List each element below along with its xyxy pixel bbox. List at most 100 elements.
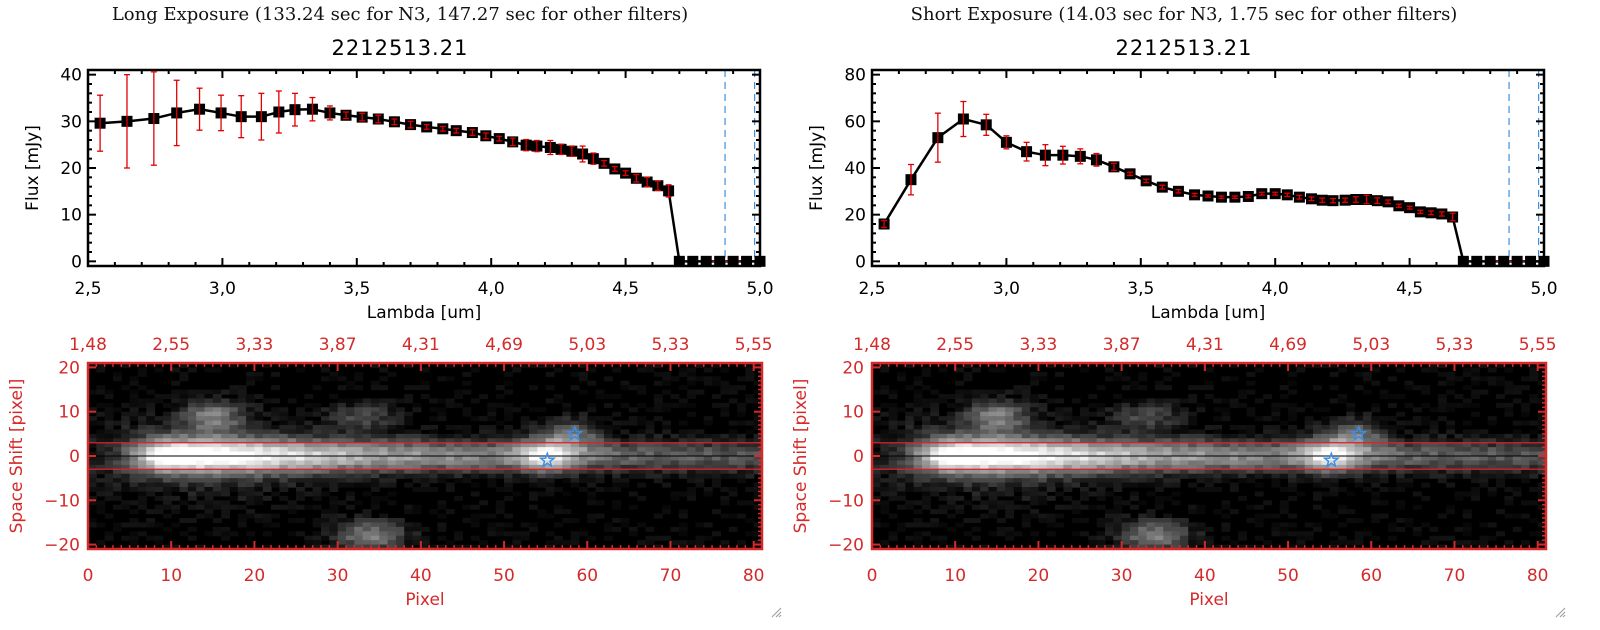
image-pixel — [1071, 469, 1081, 475]
image-pixel — [312, 438, 322, 444]
image-pixel — [938, 478, 948, 484]
image-pixel — [996, 456, 1006, 462]
image-pixel — [988, 460, 998, 466]
image-pixel — [1179, 531, 1189, 537]
image-pixel — [312, 478, 322, 484]
image-pixel — [129, 411, 139, 417]
image-pixel — [454, 495, 464, 501]
image-pixel — [1496, 464, 1505, 470]
image-pixel — [637, 385, 647, 391]
image-pixel — [1537, 433, 1547, 439]
image-pixel — [279, 504, 289, 510]
image-pixel — [462, 389, 472, 395]
image-pixel — [304, 402, 314, 408]
image-pixel — [1537, 438, 1547, 444]
image-pixel — [212, 478, 222, 484]
image-pixel — [104, 535, 114, 541]
image-pixel — [1471, 495, 1481, 501]
image-pixel — [930, 389, 940, 395]
image-pixel — [687, 380, 697, 386]
image-pixel — [1462, 513, 1472, 519]
image-pixel — [880, 487, 890, 493]
image-pixel — [1271, 526, 1281, 532]
image-pixel — [1479, 473, 1489, 479]
image-pixel — [670, 376, 680, 382]
image-pixel — [1371, 482, 1381, 488]
image-pixel — [1138, 407, 1148, 413]
image-pixel — [279, 447, 289, 453]
image-pixel — [578, 531, 588, 537]
image-pixel — [612, 442, 622, 448]
image-pixel — [1512, 473, 1522, 479]
image-pixel — [320, 482, 330, 488]
image-pixel — [154, 398, 164, 404]
image-pixel — [137, 385, 147, 391]
image-pixel — [404, 442, 414, 448]
image-pixel — [246, 456, 256, 462]
image-pixel — [1279, 429, 1289, 435]
image-pixel — [913, 389, 923, 395]
image-pixel — [996, 433, 1006, 439]
image-pixel — [254, 464, 264, 470]
image-pixel — [587, 380, 597, 386]
image-pixel — [545, 464, 555, 470]
image-pixel — [728, 433, 738, 439]
image-pixel — [1138, 438, 1148, 444]
image-pixel — [1537, 540, 1547, 546]
image-pixel — [587, 367, 597, 373]
image-pixel — [1371, 429, 1381, 435]
image-pixel — [1046, 531, 1056, 537]
image-pixel — [529, 429, 538, 435]
image-pixel — [620, 420, 630, 426]
image-pixel — [595, 460, 605, 466]
image-pixel — [913, 447, 923, 453]
image-pixel — [745, 363, 755, 369]
image-pixel — [930, 420, 940, 426]
image-pixel — [1196, 442, 1206, 448]
image-pixel — [578, 438, 588, 444]
image-pixel — [104, 482, 114, 488]
image-pixel — [520, 447, 530, 453]
image-pixel — [437, 442, 447, 448]
image-pixel — [512, 469, 522, 475]
image-pixel — [1229, 460, 1239, 466]
image-pixel — [487, 526, 497, 532]
image-pixel — [1404, 438, 1414, 444]
image-pixel — [888, 473, 898, 479]
image-pixel — [1521, 442, 1530, 448]
image-pixel — [1063, 433, 1073, 439]
image-pixel — [445, 464, 455, 470]
image-pixel — [1171, 416, 1181, 422]
image-pixel — [171, 504, 181, 510]
image-pixel — [412, 526, 422, 532]
image-pixel — [1063, 451, 1073, 457]
image-pixel — [971, 473, 981, 479]
image-pixel — [612, 469, 622, 475]
image-pixel — [1429, 425, 1439, 431]
image-pixel — [913, 407, 923, 413]
image-pixel — [129, 544, 139, 550]
image-pixel — [287, 429, 297, 435]
image-pixel — [1121, 456, 1131, 462]
image-pixel — [462, 518, 472, 524]
image-pixel — [896, 371, 906, 377]
image-pixel — [112, 442, 122, 448]
image-pixel — [1196, 460, 1206, 466]
image-pixel — [1179, 438, 1189, 444]
image-pixel — [1521, 433, 1530, 439]
image-pixel — [1080, 504, 1089, 510]
image-pixel — [320, 438, 330, 444]
image-pixel — [88, 389, 97, 395]
image-pixel — [345, 464, 355, 470]
image-pixel — [628, 464, 638, 470]
image-pixel — [345, 469, 355, 475]
image-pixel — [345, 398, 355, 404]
image-pixel — [1013, 398, 1023, 404]
image-pixel — [246, 425, 256, 431]
image-pixel — [229, 464, 239, 470]
image-pixel — [229, 398, 239, 404]
image-pixel — [1321, 513, 1331, 519]
image-pixel — [570, 371, 580, 377]
image-pixel — [1421, 482, 1431, 488]
image-pixel — [545, 540, 555, 546]
